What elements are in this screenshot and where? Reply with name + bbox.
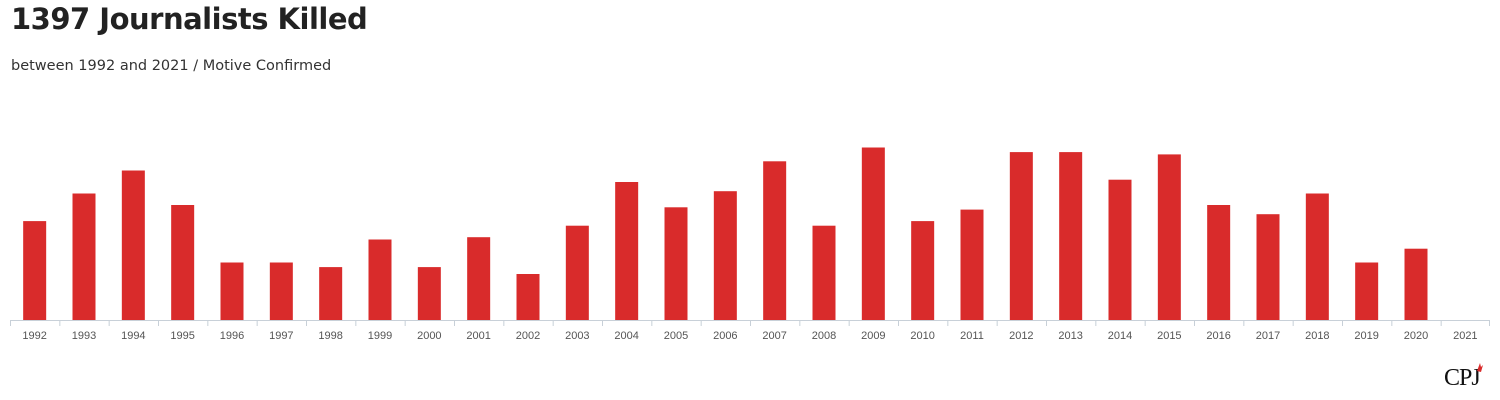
bar-1998[interactable] <box>319 267 343 320</box>
bar-2006[interactable] <box>713 191 737 320</box>
bar-2015[interactable] <box>1157 154 1181 320</box>
bar-1999[interactable] <box>368 239 392 321</box>
bar-2011[interactable] <box>960 209 984 320</box>
x-tick-label-2013: 2013 <box>1058 330 1082 342</box>
bar-2005[interactable] <box>664 207 688 320</box>
bar-2010[interactable] <box>911 221 935 320</box>
bar-2020[interactable] <box>1404 248 1428 320</box>
bar-1997[interactable] <box>269 262 293 321</box>
chart-subtitle: between 1992 and 2021 / Motive Confirmed <box>11 58 332 74</box>
bar-2007[interactable] <box>763 161 787 320</box>
bar-2014[interactable] <box>1108 179 1132 320</box>
x-tick-label-2012: 2012 <box>1009 330 1033 342</box>
bar-1995[interactable] <box>171 205 195 320</box>
logo-flame-icon <box>1477 363 1483 372</box>
x-tick-label-2011: 2011 <box>960 330 984 342</box>
x-tick-label-2003: 2003 <box>565 330 589 342</box>
x-tick-label-1994: 1994 <box>121 330 145 342</box>
bar-2019[interactable] <box>1355 262 1379 321</box>
x-axis: 1992 1993 1994 1995 1996 1997 1998 1999 2000 2001… <box>10 320 1490 342</box>
x-tick-label-2018: 2018 <box>1305 330 1329 342</box>
x-tick-label-2006: 2006 <box>713 330 737 342</box>
chart-title: 1397 Journalists Killed <box>11 2 368 36</box>
bar-2004[interactable] <box>615 182 639 320</box>
bar-2009[interactable] <box>861 147 885 321</box>
bar-2000[interactable] <box>417 267 441 320</box>
x-tick-label-1998: 1998 <box>318 330 342 342</box>
x-tick-label-2005: 2005 <box>664 330 688 342</box>
x-tick-label-1997: 1997 <box>269 330 293 342</box>
x-tick-label-2004: 2004 <box>614 330 638 342</box>
bar-1992[interactable] <box>23 221 47 320</box>
bar-group <box>23 147 1428 321</box>
x-tick-label-2020: 2020 <box>1404 330 1428 342</box>
bar-1994[interactable] <box>121 170 145 321</box>
x-tick-label-2009: 2009 <box>861 330 885 342</box>
bar-1996[interactable] <box>220 262 244 321</box>
cpj-logo: CPJ <box>1444 362 1488 398</box>
bar-2012[interactable] <box>1009 152 1033 320</box>
bar-1993[interactable] <box>72 193 96 321</box>
bar-2018[interactable] <box>1305 193 1329 321</box>
bar-2003[interactable] <box>565 225 589 320</box>
x-tick-label-2008: 2008 <box>812 330 836 342</box>
bar-2016[interactable] <box>1207 205 1231 320</box>
x-tick-label-2019: 2019 <box>1354 330 1378 342</box>
x-tick-label-2016: 2016 <box>1206 330 1230 342</box>
x-tick-label-1992: 1992 <box>22 330 46 342</box>
x-tick-label-2002: 2002 <box>516 330 540 342</box>
x-tick-label-1993: 1993 <box>72 330 96 342</box>
x-tick-label-2010: 2010 <box>910 330 934 342</box>
x-tick-label-2015: 2015 <box>1157 330 1181 342</box>
x-tick-label-1996: 1996 <box>220 330 244 342</box>
bar-2002[interactable] <box>516 274 540 320</box>
x-tick-label-1995: 1995 <box>170 330 194 342</box>
bar-2001[interactable] <box>467 237 491 320</box>
x-tick-label-2021: 2021 <box>1453 330 1477 342</box>
x-tick-label-2017: 2017 <box>1256 330 1280 342</box>
x-tick-label-2014: 2014 <box>1108 330 1132 342</box>
bar-2008[interactable] <box>812 225 836 320</box>
x-tick-label-2007: 2007 <box>762 330 786 342</box>
bar-2013[interactable] <box>1059 152 1083 320</box>
x-tick-label-2000: 2000 <box>417 330 441 342</box>
x-tick-label-1999: 1999 <box>368 330 392 342</box>
logo-text: CPJ <box>1444 365 1481 391</box>
x-tick-label-2001: 2001 <box>466 330 490 342</box>
bar-2017[interactable] <box>1256 214 1280 320</box>
